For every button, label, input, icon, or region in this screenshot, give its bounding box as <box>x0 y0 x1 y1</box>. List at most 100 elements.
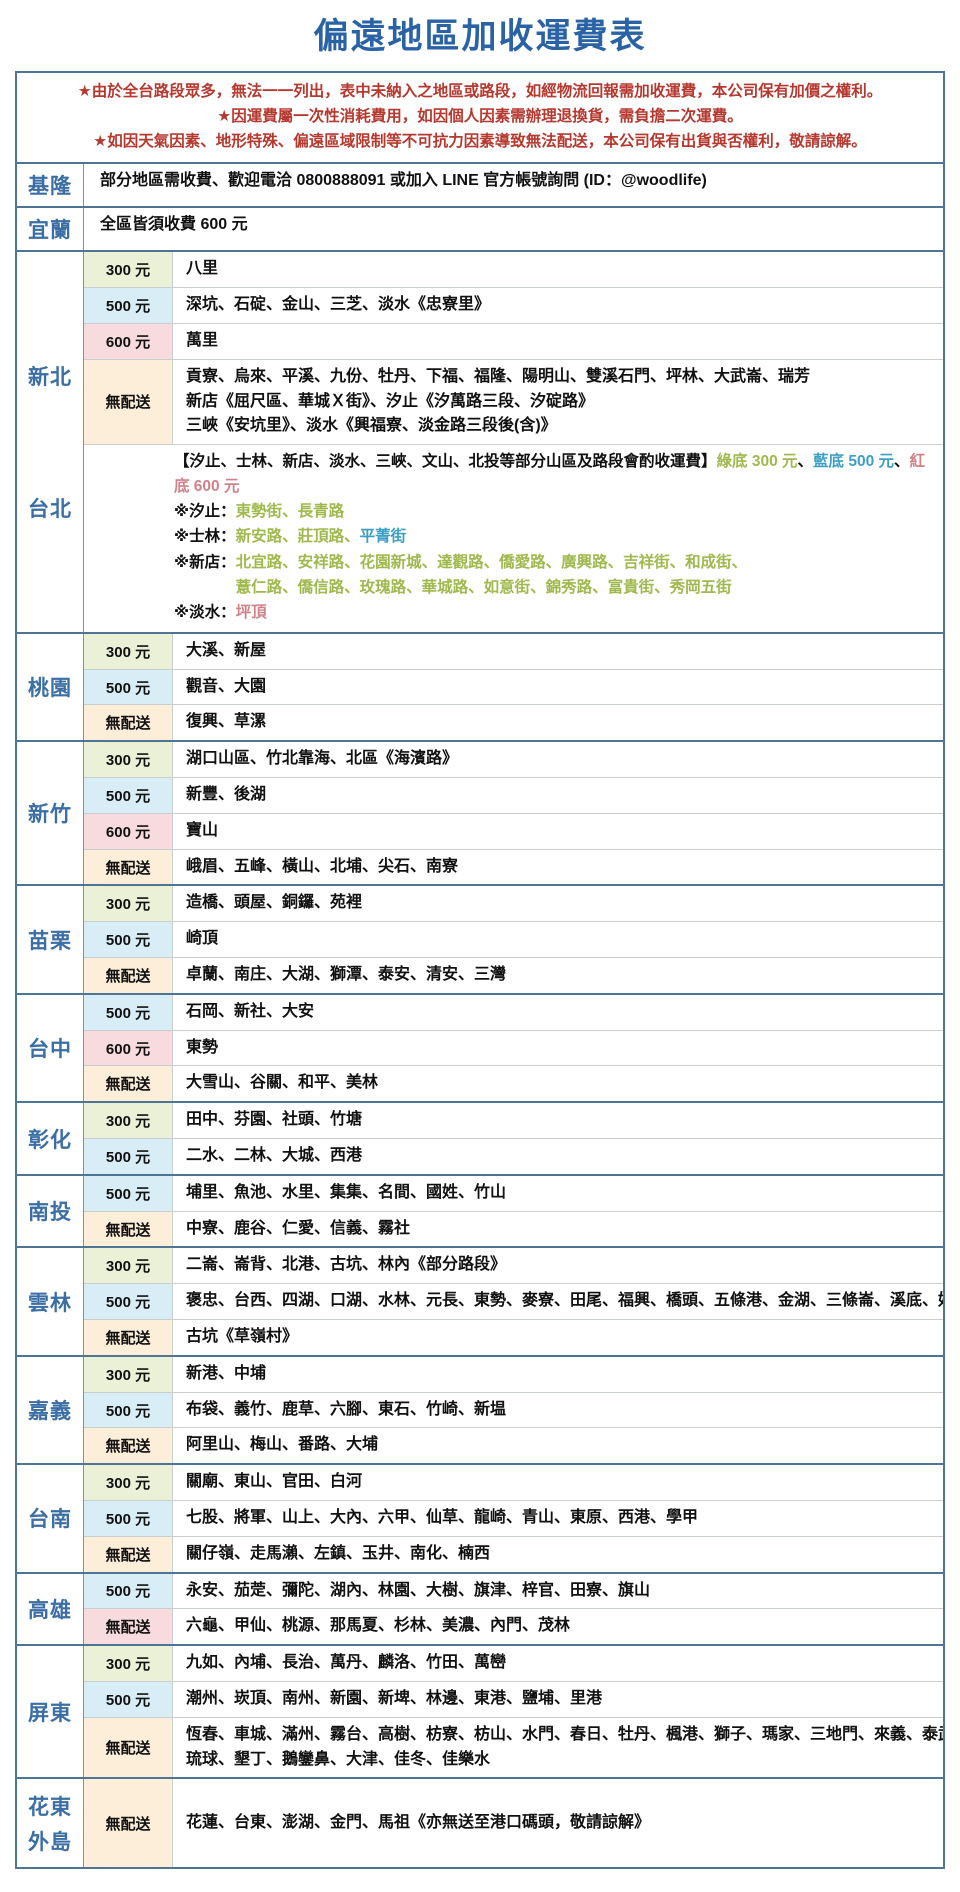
fee-row: 500 元布袋、義竹、鹿草、六腳、東石、竹崎、新塭 <box>84 1391 943 1428</box>
fee-row: 500 元潮州、崁頂、南州、新園、新埤、林邊、東港、鹽埔、里港 <box>84 1680 943 1717</box>
areas-line: 九如、內埔、長治、萬丹、麟洛、竹田、萬巒 <box>186 1654 507 1672</box>
fee-row: 500 元新豐、後湖 <box>84 777 943 813</box>
note-text-segment: 藍底 500 元 <box>813 453 894 471</box>
region-rows: 全區皆須收費 600 元 <box>84 208 943 250</box>
region-block-yunlin: 雲林 300 元二崙、崙背、北港、古坑、林內《部分路段》 500 元褒忠、台西、四湖… <box>17 1246 943 1355</box>
fee-tier-cell: 無配送 <box>84 1211 173 1247</box>
region-block-nantou: 南投 500 元埔里、魚池、水里、集集、名間、國姓、竹山 無配送 中寮、鹿谷、仁愛、信… <box>17 1173 943 1247</box>
page-title: 偏遠地區加收運費表 <box>313 17 647 56</box>
region-block-huadong-islands: 花東 外島 無配送 花蓮、台東、澎湖、金門、馬祖《亦無送至港口碼頭，敬請諒解》 <box>17 1777 943 1868</box>
fee-tier-cell: 無配送 <box>84 958 173 993</box>
fee-row: 全區皆須收費 600 元 <box>84 208 943 243</box>
fee-row: 無配送 貢寮、烏來、平溪、九份、牡丹、下福、福隆、陽明山、雙溪石門、坪林、大武崙、… <box>84 358 943 445</box>
mountain-note-entry: ※淡水： 坪頂 <box>174 600 935 625</box>
areas-cell: 峨眉、五峰、橫山、北埔、尖石、南寮 <box>173 850 943 885</box>
note-text-segment: 新安路、莊頂路、 <box>235 528 360 546</box>
areas-cell: 布袋、義竹、鹿草、六腳、東石、竹崎、新塭 <box>173 1393 943 1428</box>
fee-tier-cell: 300 元 <box>84 886 173 922</box>
region-name-line: 宜蘭 <box>28 219 72 243</box>
region-rows: 300 元大溪、新屋 500 元觀音、大園 無配送 復興、草漯 <box>84 633 943 741</box>
fee-tier-cell: 600 元 <box>84 813 173 849</box>
region-name-line: 南投 <box>28 1201 72 1225</box>
region-rows: 500 元石岡、新社、大安 600 元東勢 無配送 大雪山、谷關、和平、美林 <box>84 994 943 1102</box>
areas-cell: 卓蘭、南庄、大湖、獅潭、泰安、清安、三灣 <box>173 958 943 993</box>
note-text-segment: 、 <box>894 453 910 471</box>
fee-row: 500 元深坑、石碇、金山、三芝、淡水《忠寮里》 <box>84 287 943 323</box>
fee-tier-cell: 無配送 <box>84 849 173 885</box>
areas-line: 田中、芬園、社頭、竹塘 <box>186 1111 363 1129</box>
fee-row: 500 元石岡、新社、大安 <box>84 994 943 1030</box>
fee-row: 600 元東勢 <box>84 1029 943 1066</box>
fee-tier-cell: 300 元 <box>84 1356 173 1392</box>
areas-line: 貢寮、烏來、平溪、九份、牡丹、下福、福隆、陽明山、雙溪石門、坪林、大武崙、瑞芳 <box>186 367 811 385</box>
areas-line: 卓蘭、南庄、大湖、獅潭、泰安、清安、三灣 <box>186 966 507 984</box>
fee-row: 500 元二水、二林、大城、西港 <box>84 1138 943 1174</box>
region-name: 嘉義 <box>17 1356 84 1464</box>
fee-tier-cell: 無配送 <box>84 359 173 445</box>
region-name: 高雄 <box>17 1573 84 1645</box>
region-block-tainan: 台南 300 元關廟、東山、官田、白河 500 元七股、將軍、山上、大內、六甲、仙草… <box>17 1463 943 1572</box>
region-name: 新北 台北 <box>17 252 84 632</box>
areas-line: 新店《屈尺區、華城Ｘ街》、汐止《汐萬路三段、汐碇路》 <box>186 392 595 410</box>
fee-tier-cell: 500 元 <box>84 778 173 813</box>
fee-tier-cell: 無配送 <box>84 1428 173 1464</box>
fee-tier-cell: 500 元 <box>84 1175 173 1211</box>
region-rows: 300 元九如、內埔、長治、萬丹、麟洛、竹田、萬巒 500 元潮州、崁頂、南州、新… <box>84 1646 943 1778</box>
region-name-line: 台北 <box>28 498 72 522</box>
fee-row: 500 元永安、茄萣、彌陀、湖內、林園、大樹、旗津、梓官、田寮、旗山 <box>84 1573 943 1609</box>
note-text-segment: 、 <box>797 453 814 471</box>
notice-line: ★因運費屬一次性消耗費用，如因個人因素需辦理退換貨，需負擔二次運費。 <box>217 108 743 126</box>
areas-line: 六龜、甲仙、桃源、那馬夏、杉林、美濃、內門、茂林 <box>186 1617 571 1635</box>
fee-table-body: 基隆 部分地區需收費、歡迎電洽 0800888091 或加入 LINE 官方帳號詢… <box>17 162 943 1868</box>
note-street-line: 坪頂 <box>236 600 267 625</box>
areas-cell: 關廟、東山、官田、白河 <box>173 1465 943 1500</box>
fee-row: 300 元新港、中埔 <box>84 1356 943 1392</box>
areas-cell: 部分地區需收費、歡迎電洽 0800888091 或加入 LINE 官方帳號詢問 … <box>84 164 943 199</box>
areas-cell: 花蓮、台東、澎湖、金門、馬祖《亦無送至港口碼頭，敬請諒解》 <box>173 1779 943 1867</box>
note-district-prefix: ※士林： <box>174 528 236 546</box>
region-block-keelung: 基隆 部分地區需收費、歡迎電洽 0800888091 或加入 LINE 官方帳號詢… <box>17 162 943 207</box>
fee-row: 600 元萬里 <box>84 322 943 359</box>
mountain-note-entry: ※汐止： 東勢街、長青路 <box>174 499 935 524</box>
region-block-chiayi: 嘉義 300 元新港、中埔 500 元布袋、義竹、鹿草、六腳、東石、竹崎、新塭 無配送… <box>17 1354 943 1464</box>
region-name-line: 新竹 <box>28 803 72 827</box>
region-name-line: 雲林 <box>28 1291 72 1315</box>
region-block-xinbei-taipei: 新北 台北 300 元八里 500 元深坑、石碇、金山、三芝、淡水《忠寮里》 600 元… <box>17 250 943 632</box>
note-text-segment: 【汐止、士林、新店、淡水、三峽、文山、北投等部分山區及路段會酌收運費】 <box>174 453 717 471</box>
note-district-prefix: ※淡水： <box>174 603 236 621</box>
areas-cell: 全區皆須收費 600 元 <box>84 208 943 243</box>
areas-cell: 二崙、崙背、北港、古坑、林內《部分路段》 <box>173 1248 943 1283</box>
fee-row: 500 元崎頂 <box>84 921 943 958</box>
areas-cell: 寶山 <box>173 814 943 849</box>
areas-line: 七股、將軍、山上、大內、六甲、仙草、龍崎、青山、東原、西港、學甲 <box>186 1509 699 1526</box>
fee-row: 無配送 關仔嶺、走馬瀨、左鎮、玉井、南化、楠西 <box>84 1535 943 1572</box>
fee-table: ★由於全台路段眾多，無法一一列出，表中未納入之地區或路段，如經物流回報需加收運費… <box>15 71 945 1870</box>
areas-cell: 復興、草漯 <box>173 705 943 740</box>
fee-tier-cell: 無配送 <box>84 1066 173 1102</box>
fee-row: 無配送 恆春、車城、滿州、霧台、高樹、枋寮、枋山、水門、春日、牡丹、楓港、獅子、瑪… <box>84 1716 943 1778</box>
region-rows: 300 元二崙、崙背、北港、古坑、林內《部分路段》 500 元褒忠、台西、四湖、口… <box>84 1248 943 1355</box>
region-block-taoyuan: 桃園 300 元大溪、新屋 500 元觀音、大園 無配送 復興、草漯 <box>17 631 943 741</box>
notice-line: ★如因天氣因素、地形特殊、偏遠區域限制等不可抗力因素導致無法配送，本公司保有出貨… <box>93 133 867 151</box>
fee-row: 無配送 卓蘭、南庄、大湖、獅潭、泰安、清安、三灣 <box>84 957 943 993</box>
fee-row: 300 元造橋、頭屋、銅鑼、苑裡 <box>84 886 943 922</box>
areas-line: 石岡、新社、大安 <box>186 1002 315 1020</box>
region-name: 台中 <box>17 994 84 1102</box>
fee-row: 部分地區需收費、歡迎電洽 0800888091 或加入 LINE 官方帳號詢問 … <box>84 164 943 199</box>
fee-tier-cell: 300 元 <box>84 633 173 669</box>
areas-cell: 中寮、鹿谷、仁愛、信義、霧社 <box>173 1212 943 1247</box>
fee-row: 300 元關廟、東山、官田、白河 <box>84 1465 943 1500</box>
fee-tier-cell: 600 元 <box>84 323 173 359</box>
areas-line: 二崙、崙背、北港、古坑、林內《部分路段》 <box>186 1256 507 1274</box>
region-name-line: 台南 <box>28 1508 72 1532</box>
mountain-note-header: 【汐止、士林、新店、淡水、三峽、文山、北投等部分山區及路段會酌收運費】綠底 30… <box>174 449 935 499</box>
fee-tier-cell: 500 元 <box>84 922 173 958</box>
note-street-line: 北宜路、安祥路、花園新城、達觀路、僑愛路、廣興路、吉祥街、和成街、 <box>236 550 748 575</box>
note-street-line: 東勢街、長青路 <box>236 499 345 524</box>
areas-line: 全區皆須收費 600 元 <box>100 216 248 234</box>
region-name: 花東 外島 <box>17 1779 84 1868</box>
areas-line: 造橋、頭屋、銅鑼、苑裡 <box>186 894 363 912</box>
note-text-segment: 薏仁路、僑信路、玫瑰路、華城路、如意街、錦秀路、富貴街、秀岡五街 <box>235 578 732 596</box>
areas-line: 埔里、魚池、水里、集集、名間、國姓、竹山 <box>186 1183 507 1201</box>
region-rows: 500 元永安、茄萣、彌陀、湖內、林園、大樹、旗津、梓官、田寮、旗山 無配送 六龜、… <box>84 1573 943 1645</box>
